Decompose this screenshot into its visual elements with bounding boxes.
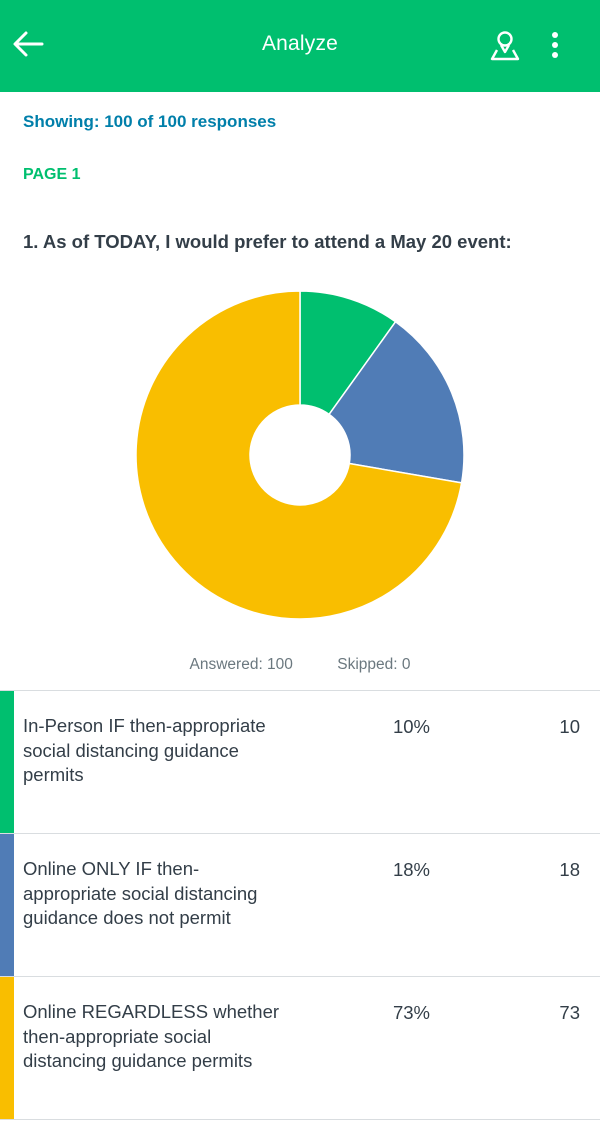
- answer-row: Online ONLY IF then-appropriate social d…: [0, 834, 600, 977]
- user-button[interactable]: [486, 26, 524, 64]
- pie-slice-3[interactable]: [135, 290, 463, 620]
- color-indicator: [0, 834, 14, 976]
- answer-count: 18: [559, 859, 580, 880]
- question-title: 1. As of TODAY, I would prefer to attend…: [23, 231, 512, 252]
- user-pin-icon: [490, 31, 520, 61]
- answer-row: In-Person IF then-appropriate social dis…: [0, 691, 600, 834]
- top-app-bar: Analyze: [0, 0, 600, 92]
- page-title: Analyze: [261, 32, 339, 55]
- color-indicator: [0, 977, 14, 1119]
- answer-count: 10: [559, 716, 580, 737]
- answers-table: In-Person IF then-appropriate social dis…: [0, 690, 600, 1120]
- answer-percent: 10%: [392, 716, 430, 737]
- answer-label: In-Person IF then-appropriate social dis…: [23, 715, 266, 785]
- back-button[interactable]: [8, 24, 48, 64]
- donut-chart: [135, 290, 465, 620]
- response-stats: Answered: 100 Skipped: 0: [0, 656, 600, 674]
- arrow-left-icon: [13, 31, 44, 57]
- color-indicator: [0, 691, 14, 833]
- responses-count: Showing: 100 of 100 responses: [23, 112, 277, 131]
- more-vertical-icon: [552, 32, 558, 58]
- answer-percent: 73%: [392, 1002, 430, 1023]
- page-label: PAGE 1: [23, 166, 81, 183]
- answer-row: Online REGARDLESS whether then-appropria…: [0, 977, 600, 1120]
- answer-count: 73: [559, 1002, 580, 1023]
- pie-slice-2[interactable]: [328, 320, 465, 484]
- answer-label: Online REGARDLESS whether then-appropria…: [23, 1001, 280, 1071]
- answer-percent: 18%: [392, 859, 430, 880]
- skipped-count: Skipped: 0: [337, 656, 411, 673]
- answer-label: Online ONLY IF then-appropriate social d…: [23, 858, 258, 928]
- answered-count: Answered: 100: [189, 656, 293, 673]
- more-options-button[interactable]: [540, 26, 570, 64]
